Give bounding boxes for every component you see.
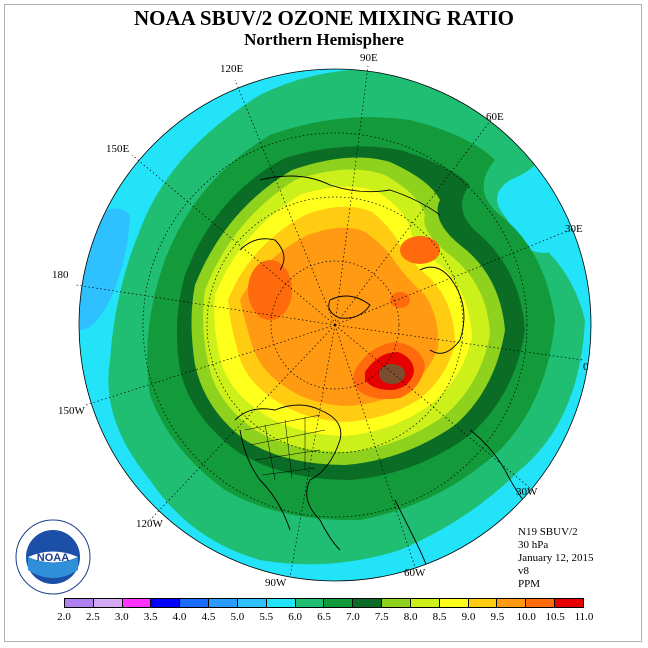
colorbar-swatch [382,599,411,607]
map-border [78,68,592,582]
colorbar-tick-label: 7.0 [346,611,360,623]
noaa-logo: NOAA [14,518,92,596]
lon-label-60w: 60W [404,567,426,579]
colorbar-tick-label: 9.0 [461,611,476,623]
field-10-0-patch-1 [248,260,292,320]
info-level: 30 hPa [518,539,549,551]
colorbar-tick-label: 6.0 [288,611,302,623]
colorbar-swatch [237,599,267,607]
colorbar-swatch [266,599,296,607]
lon-label-150w: 150W [58,405,86,417]
lon-label-90e: 90E [360,52,378,64]
longitude-labels: 90E 60E 30E 0 30W 60W 90W 120W 150W 180 … [52,52,589,589]
map-title: NOAA SBUV/2 OZONE MIXING RATIO [134,6,514,30]
colorbar-tick-label: 8.0 [403,611,418,623]
colorbar-swatch [93,599,123,607]
colorbar-swatch [180,599,210,607]
colorbar-tick-label: 2.0 [57,611,71,623]
colorbar-swatch [324,599,354,607]
lon-label-30e: 30E [565,223,583,235]
info-block: N19 SBUV/2 30 hPa January 12, 2015 v8 PP… [518,526,593,591]
us-state-lines [244,414,326,481]
info-version: v8 [518,565,529,577]
info-date: January 12, 2015 [518,552,594,564]
colorbar-swatch [468,599,498,607]
colorbar-tick-label: 3.0 [114,611,129,623]
lon-label-30w: 30W [516,486,538,498]
colorbar-tick-label: 5.5 [259,611,274,623]
colorbar-tick-label: 3.5 [143,611,158,623]
field-11-0-max [379,364,405,384]
colorbar-swatch [65,599,94,607]
colorbar [64,598,584,608]
colorbar-tick-label: 5.0 [230,611,245,623]
colorbar-tick-label: 8.5 [432,611,447,623]
colorbar-tick-label: 10.5 [545,611,565,623]
colorbar-swatch [295,599,325,607]
colorbar-tick-label: 6.5 [317,611,331,623]
noaa-logo-text: NOAA [37,552,69,564]
colorbar-swatch [410,599,440,607]
lon-label-0: 0 [583,361,589,373]
colorbar-tick-label: 2.5 [86,611,100,623]
colorbar-tick-label: 11.0 [574,611,594,623]
graticule [75,65,584,578]
colorbar-swatch [439,599,469,607]
colorbar-tick-label: 4.5 [201,611,216,623]
colorbar-tick-label: 4.0 [172,611,187,623]
field-10-0-patch-2 [400,236,440,264]
info-units: PPM [518,578,541,590]
lon-label-120w: 120W [136,518,164,530]
colorbar-swatch [555,599,583,607]
colorbar-tick-label: 7.5 [374,611,389,623]
colorbar-swatch [353,599,383,607]
colorbar-swatch [209,599,238,607]
field-10-0-patch-3 [390,292,410,308]
map-subtitle: Northern Hemisphere [244,30,404,49]
lon-label-90w: 90W [265,577,287,589]
colorbar-swatch [151,599,181,607]
colorbar-swatch [526,599,556,607]
lon-label-120e: 120E [220,63,244,75]
lon-label-180: 180 [52,269,69,281]
colorbar-swatch [497,599,527,607]
lon-label-60e: 60E [486,111,504,123]
colorbar-labels: 2.0 2.5 3.0 3.5 4.0 4.5 5.0 5.5 6.0 6.5 7.0 7.5 8.0 8… [57,611,593,625]
colorbar-tick-label: 10.0 [516,611,536,623]
info-satellite: N19 SBUV/2 [518,526,578,538]
map-frame [4,4,642,642]
lon-label-150e: 150E [106,143,130,155]
colorbar-tick-label: 9.5 [490,611,505,623]
colorbar-swatch [122,599,152,607]
